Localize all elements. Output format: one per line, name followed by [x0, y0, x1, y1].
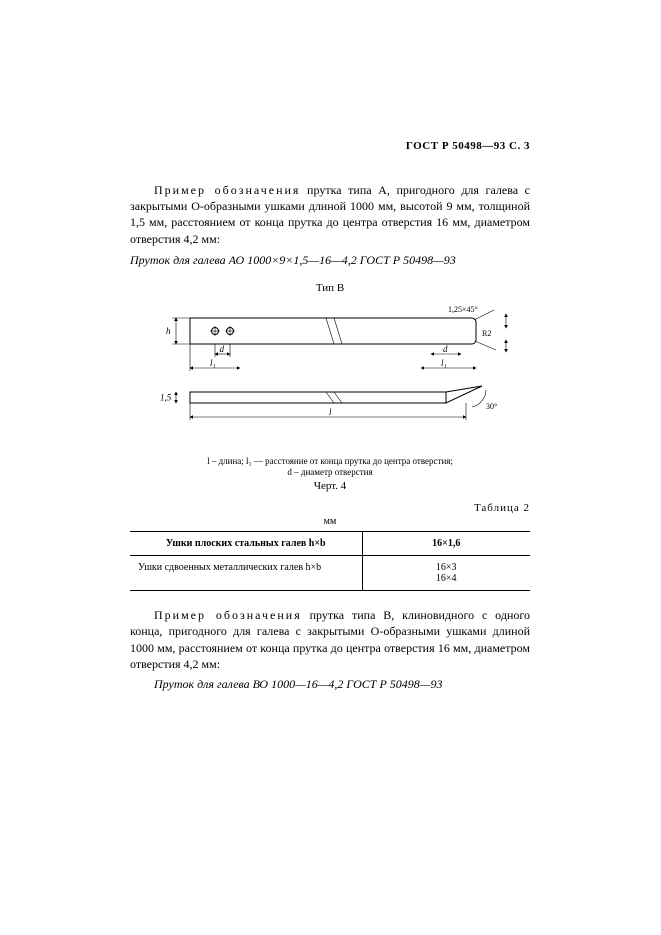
example-2: Пруток для галева ВО 1000—16—4,2 ГОСТ Р … [130, 676, 530, 692]
td-left: Ушки сдвоенных металлических галев h×b [130, 556, 362, 591]
svg-text:l₁: l₁ [441, 358, 447, 368]
svg-text:R2: R2 [482, 329, 491, 338]
svg-text:h: h [166, 326, 171, 336]
caption-line1: l – длина; l₁ — расстояние от конца прут… [207, 456, 453, 466]
table-unit: мм [130, 516, 530, 527]
table-label: Таблица 2 [130, 502, 530, 514]
svg-text:l₁: l₁ [210, 358, 216, 368]
svg-text:l: l [329, 407, 332, 417]
diagram-caption: l – длина; l₁ — расстояние от конца прут… [130, 456, 530, 479]
caption-line2: d – диаметр отверстия [287, 467, 372, 477]
tip-label: Тип В [130, 282, 530, 294]
th-left: Ушки плоских стальных галев h×b [130, 532, 362, 556]
page-header: ГОСТ Р 50498—93 С. 3 [130, 140, 530, 152]
svg-text:30°: 30° [486, 402, 497, 411]
td-right: 16×3 16×4 [362, 556, 530, 591]
svg-text:d: d [220, 344, 225, 354]
svg-text:1,25×45°: 1,25×45° [448, 305, 478, 314]
th-right: 16×1,6 [362, 532, 530, 556]
svg-text:d: d [443, 344, 448, 354]
data-table: Ушки плоских стальных галев h×b 16×1,6 У… [130, 531, 530, 591]
td-right-b: 16×4 [436, 573, 457, 584]
td-right-a: 16×3 [436, 562, 457, 573]
para1-lead: Пример обозначения [154, 183, 300, 197]
svg-text:1,5: 1,5 [160, 392, 172, 402]
diagram: 1,25×45°R2shdl₁dl₁1,5l30° [150, 300, 510, 450]
figure-label: Черт. 4 [130, 480, 530, 492]
para-2: Пример обозначения прутка типа В, клинов… [130, 607, 530, 672]
example-1: Пруток для галева АО 1000×9×1,5—16—4,2 Г… [130, 253, 530, 268]
para-1: Пример обозначения прутка типа А, пригод… [130, 182, 530, 247]
para2-lead: Пример обозначения [154, 608, 302, 622]
